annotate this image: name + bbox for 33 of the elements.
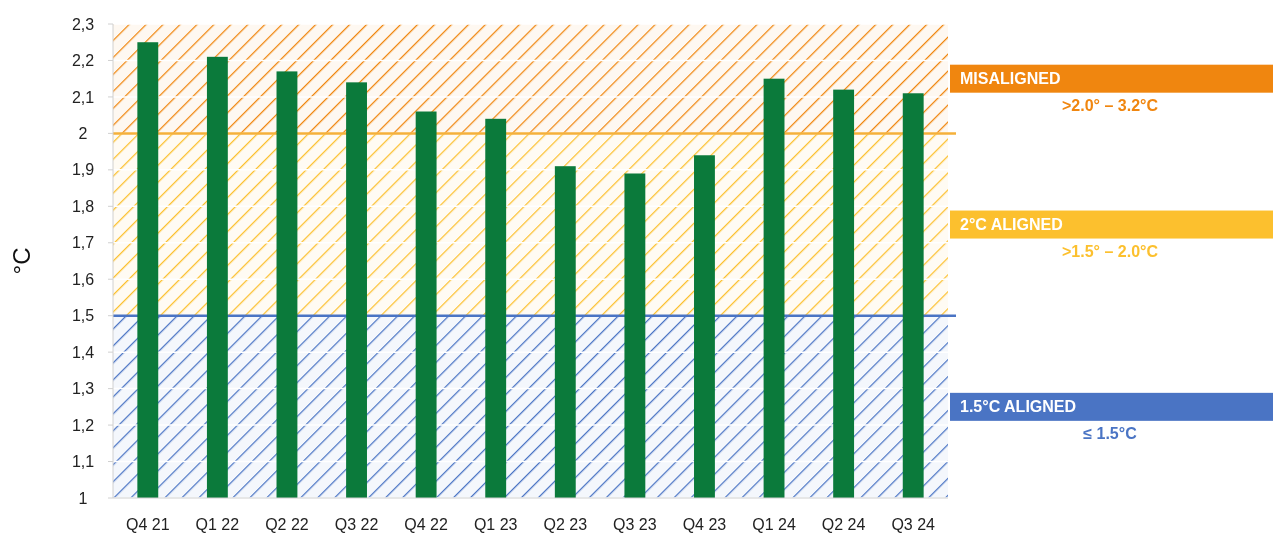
y-tick-label: 2,2 <box>71 52 95 70</box>
x-tick-label: Q3 22 <box>334 516 379 533</box>
y-tick-label: 1,3 <box>71 380 95 398</box>
band-label: 2°C ALIGNED <box>960 216 1063 234</box>
y-tick-label: 1 <box>78 489 88 507</box>
band-label: MISALIGNED <box>960 70 1061 88</box>
x-tick-label: Q4 22 <box>404 516 449 533</box>
y-axis-title: °C <box>8 247 35 275</box>
text: >2.0° – 3.2°C <box>1062 97 1159 115</box>
x-tick-label: Q1 24 <box>752 516 796 533</box>
y-tick-label: 2 <box>78 124 88 142</box>
text: ≤ 1.5°C <box>1083 425 1138 443</box>
text: >1.5° – 2.0°C <box>1062 243 1159 261</box>
x-tick-label: Q2 24 <box>821 516 866 533</box>
y-tick-label: 1,4 <box>71 343 95 361</box>
y-tick-label: 1,8 <box>71 197 95 215</box>
x-tick-label: Q4 21 <box>125 516 170 533</box>
y-tick-label: 2,3 <box>71 15 95 33</box>
band-label: 1.5°C ALIGNED <box>960 398 1077 416</box>
x-tick-label: Q2 23 <box>543 516 588 533</box>
x-tick-label: Q2 22 <box>265 516 309 533</box>
x-tick-label: Q1 22 <box>195 516 240 533</box>
x-tick-label: Q1 23 <box>473 516 518 533</box>
x-tick-label: Q3 23 <box>613 516 657 533</box>
y-tick-label: 1,6 <box>71 270 95 288</box>
y-tick-label: 1,2 <box>71 416 95 434</box>
y-tick-label: 1,9 <box>71 161 95 179</box>
x-tick-label: Q4 23 <box>682 516 727 533</box>
y-tick-label: 1,5 <box>71 307 95 325</box>
y-tick-label: 1,1 <box>71 453 95 471</box>
y-tick-label: 2,1 <box>71 88 95 106</box>
x-tick-label: Q3 24 <box>891 516 936 533</box>
y-tick-label: 1,7 <box>71 234 95 252</box>
